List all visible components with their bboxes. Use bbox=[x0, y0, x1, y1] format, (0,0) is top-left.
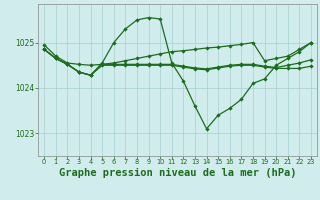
X-axis label: Graphe pression niveau de la mer (hPa): Graphe pression niveau de la mer (hPa) bbox=[59, 168, 296, 178]
